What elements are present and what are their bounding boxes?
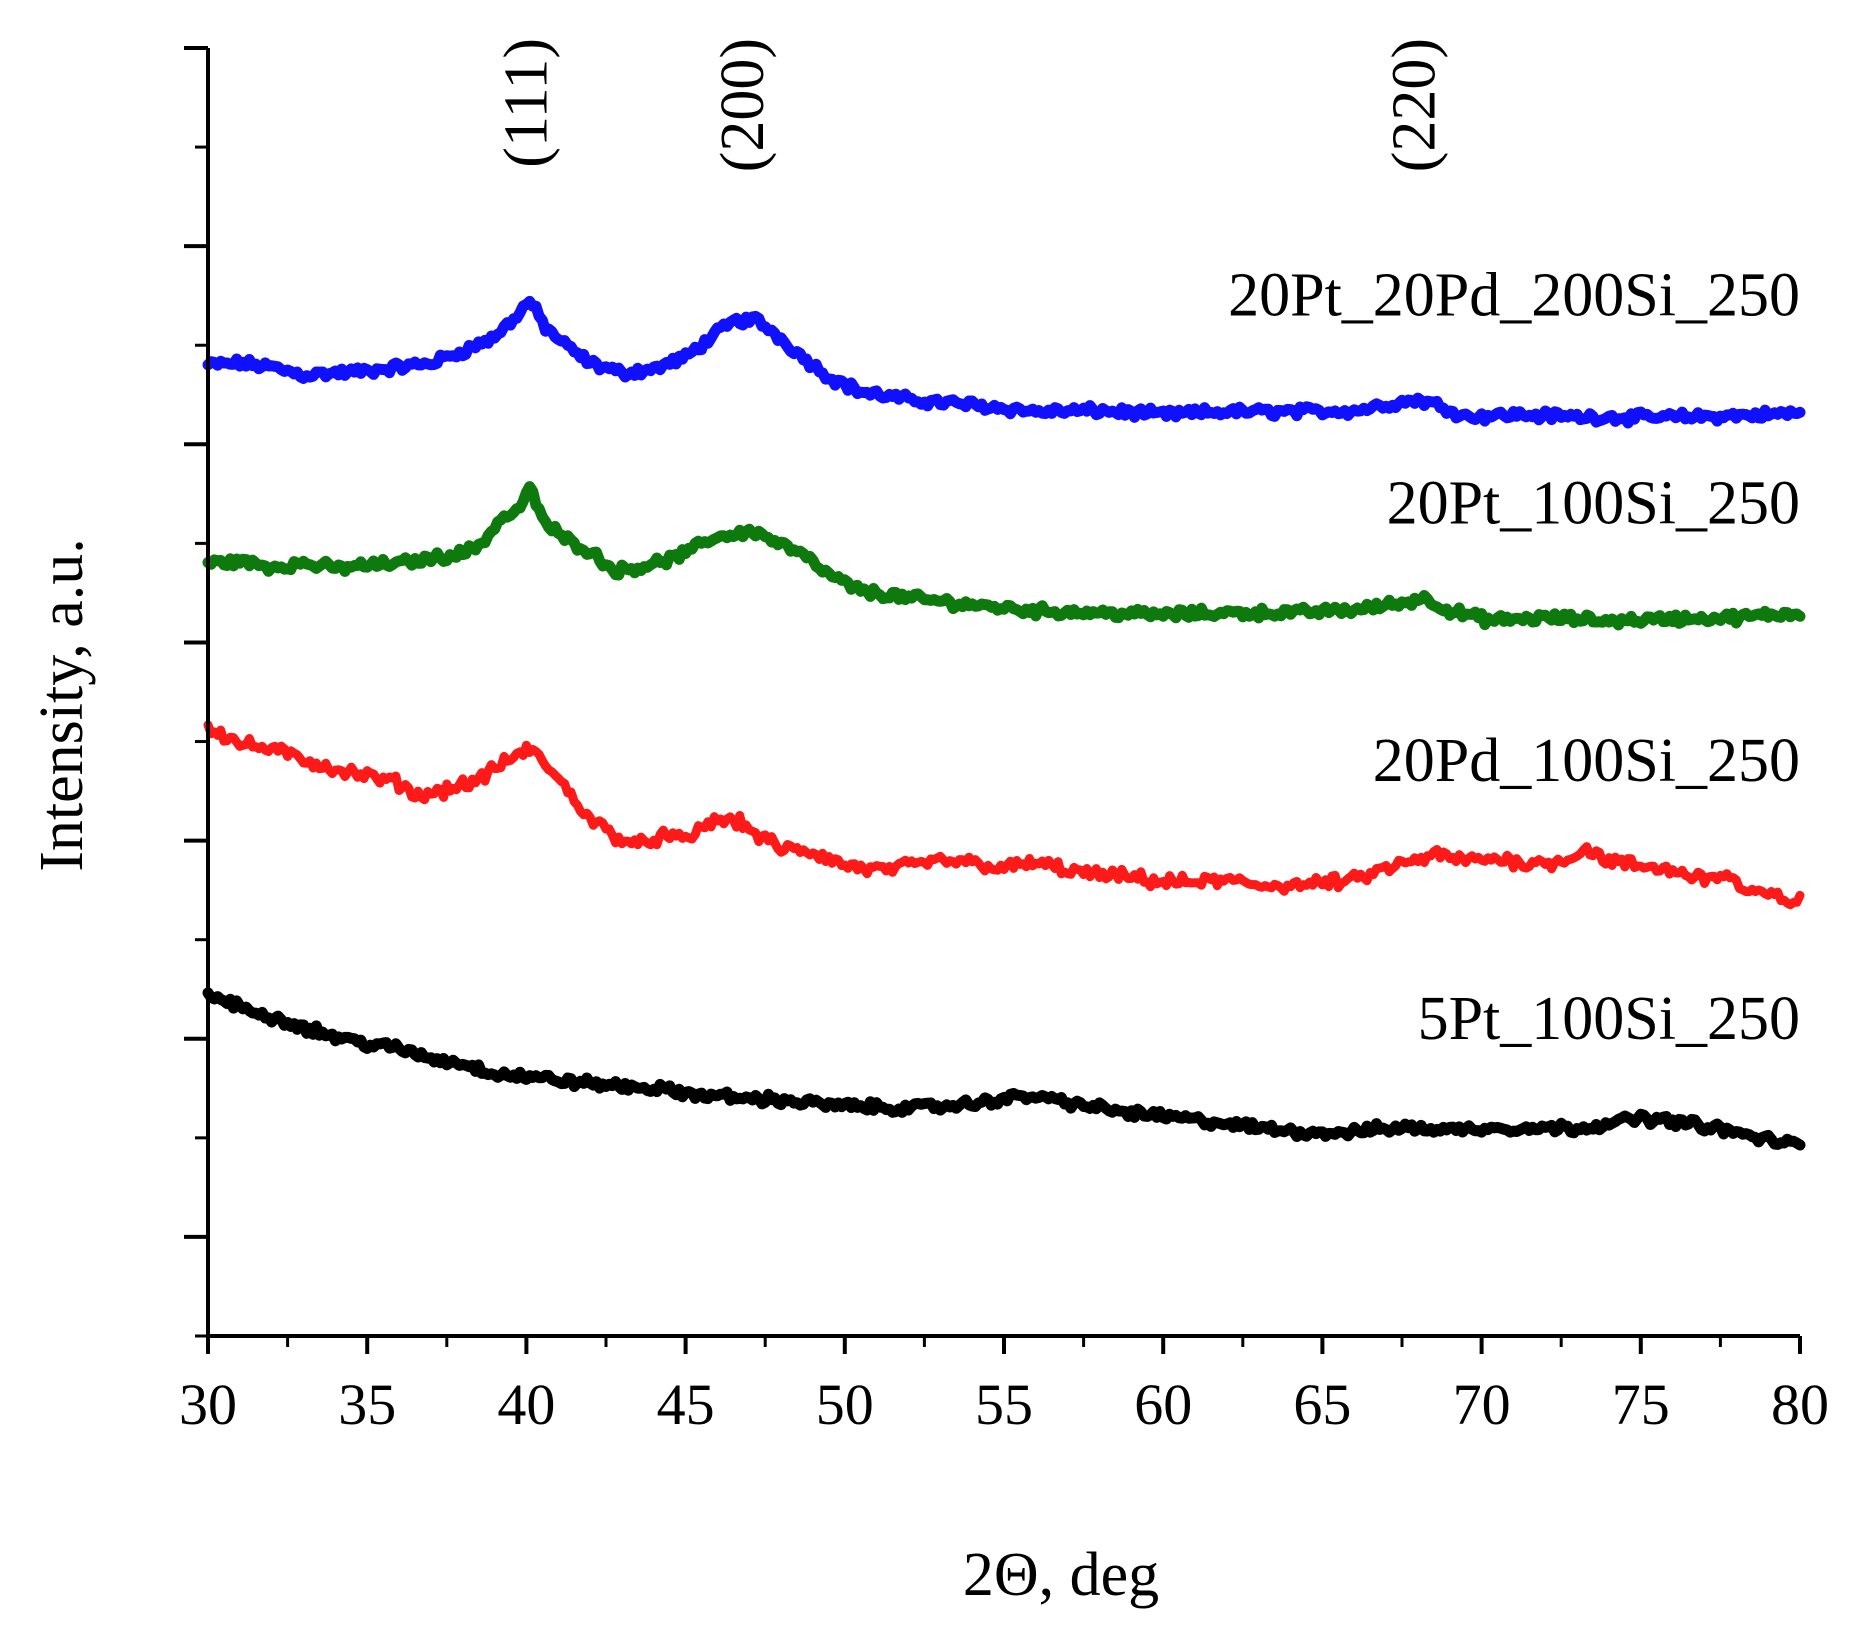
peak-label-(200): (200) <box>709 38 777 172</box>
series-line-5Pt_100Si_250 <box>202 987 1806 1151</box>
x-tick-label-50: 50 <box>816 1372 874 1437</box>
x-tick-label-30: 30 <box>179 1372 237 1437</box>
x-tick-label-60: 60 <box>1134 1372 1192 1437</box>
series-layer <box>202 295 1806 1151</box>
series-line-20Pt_20Pd_200Si_250 <box>202 295 1806 429</box>
series-20Pt_20Pd_200Si_250 <box>202 295 1806 429</box>
x-tick-label-75: 75 <box>1612 1372 1670 1437</box>
series-line-20Pd_100Si_250 <box>203 720 1805 910</box>
x-tick-label-45: 45 <box>657 1372 715 1437</box>
x-tick-label-70: 70 <box>1453 1372 1511 1437</box>
series-5Pt_100Si_250 <box>202 987 1806 1151</box>
x-tick-label-35: 35 <box>338 1372 396 1437</box>
peak-label-(111): (111) <box>492 38 560 168</box>
labels-layer: 20Pt_20Pd_200Si_250 20Pt_100Si_250 20Pd_10… <box>492 38 1800 1053</box>
x-tick-label-80: 80 <box>1771 1372 1829 1437</box>
series-label-20Pd_100Si_250: 20Pd_100Si_250 <box>1373 727 1800 795</box>
x-tick-label-40: 40 <box>497 1372 555 1437</box>
x-tick-label-65: 65 <box>1293 1372 1351 1437</box>
series-20Pd_100Si_250 <box>203 720 1805 910</box>
x-tick-label-55: 55 <box>975 1372 1033 1437</box>
series-line-20Pt_100Si_250 <box>202 481 1806 631</box>
peak-label-(220): (220) <box>1381 38 1449 172</box>
series-label-20Pt_100Si_250: 20Pt_100Si_250 <box>1387 470 1800 538</box>
axes-layer: 30 35 40 45 50 55 60 65 70 75 80 <box>179 46 1829 1437</box>
x-axis-title: 2Θ, deg <box>963 1541 1159 1609</box>
y-axis-title: Intensity, a.u. <box>28 538 96 871</box>
series-label-5Pt_100Si_250: 5Pt_100Si_250 <box>1418 985 1800 1053</box>
series-20Pt_100Si_250 <box>202 481 1806 631</box>
series-label-20Pt_20Pd_200Si_250: 20Pt_20Pd_200Si_250 <box>1228 262 1800 330</box>
